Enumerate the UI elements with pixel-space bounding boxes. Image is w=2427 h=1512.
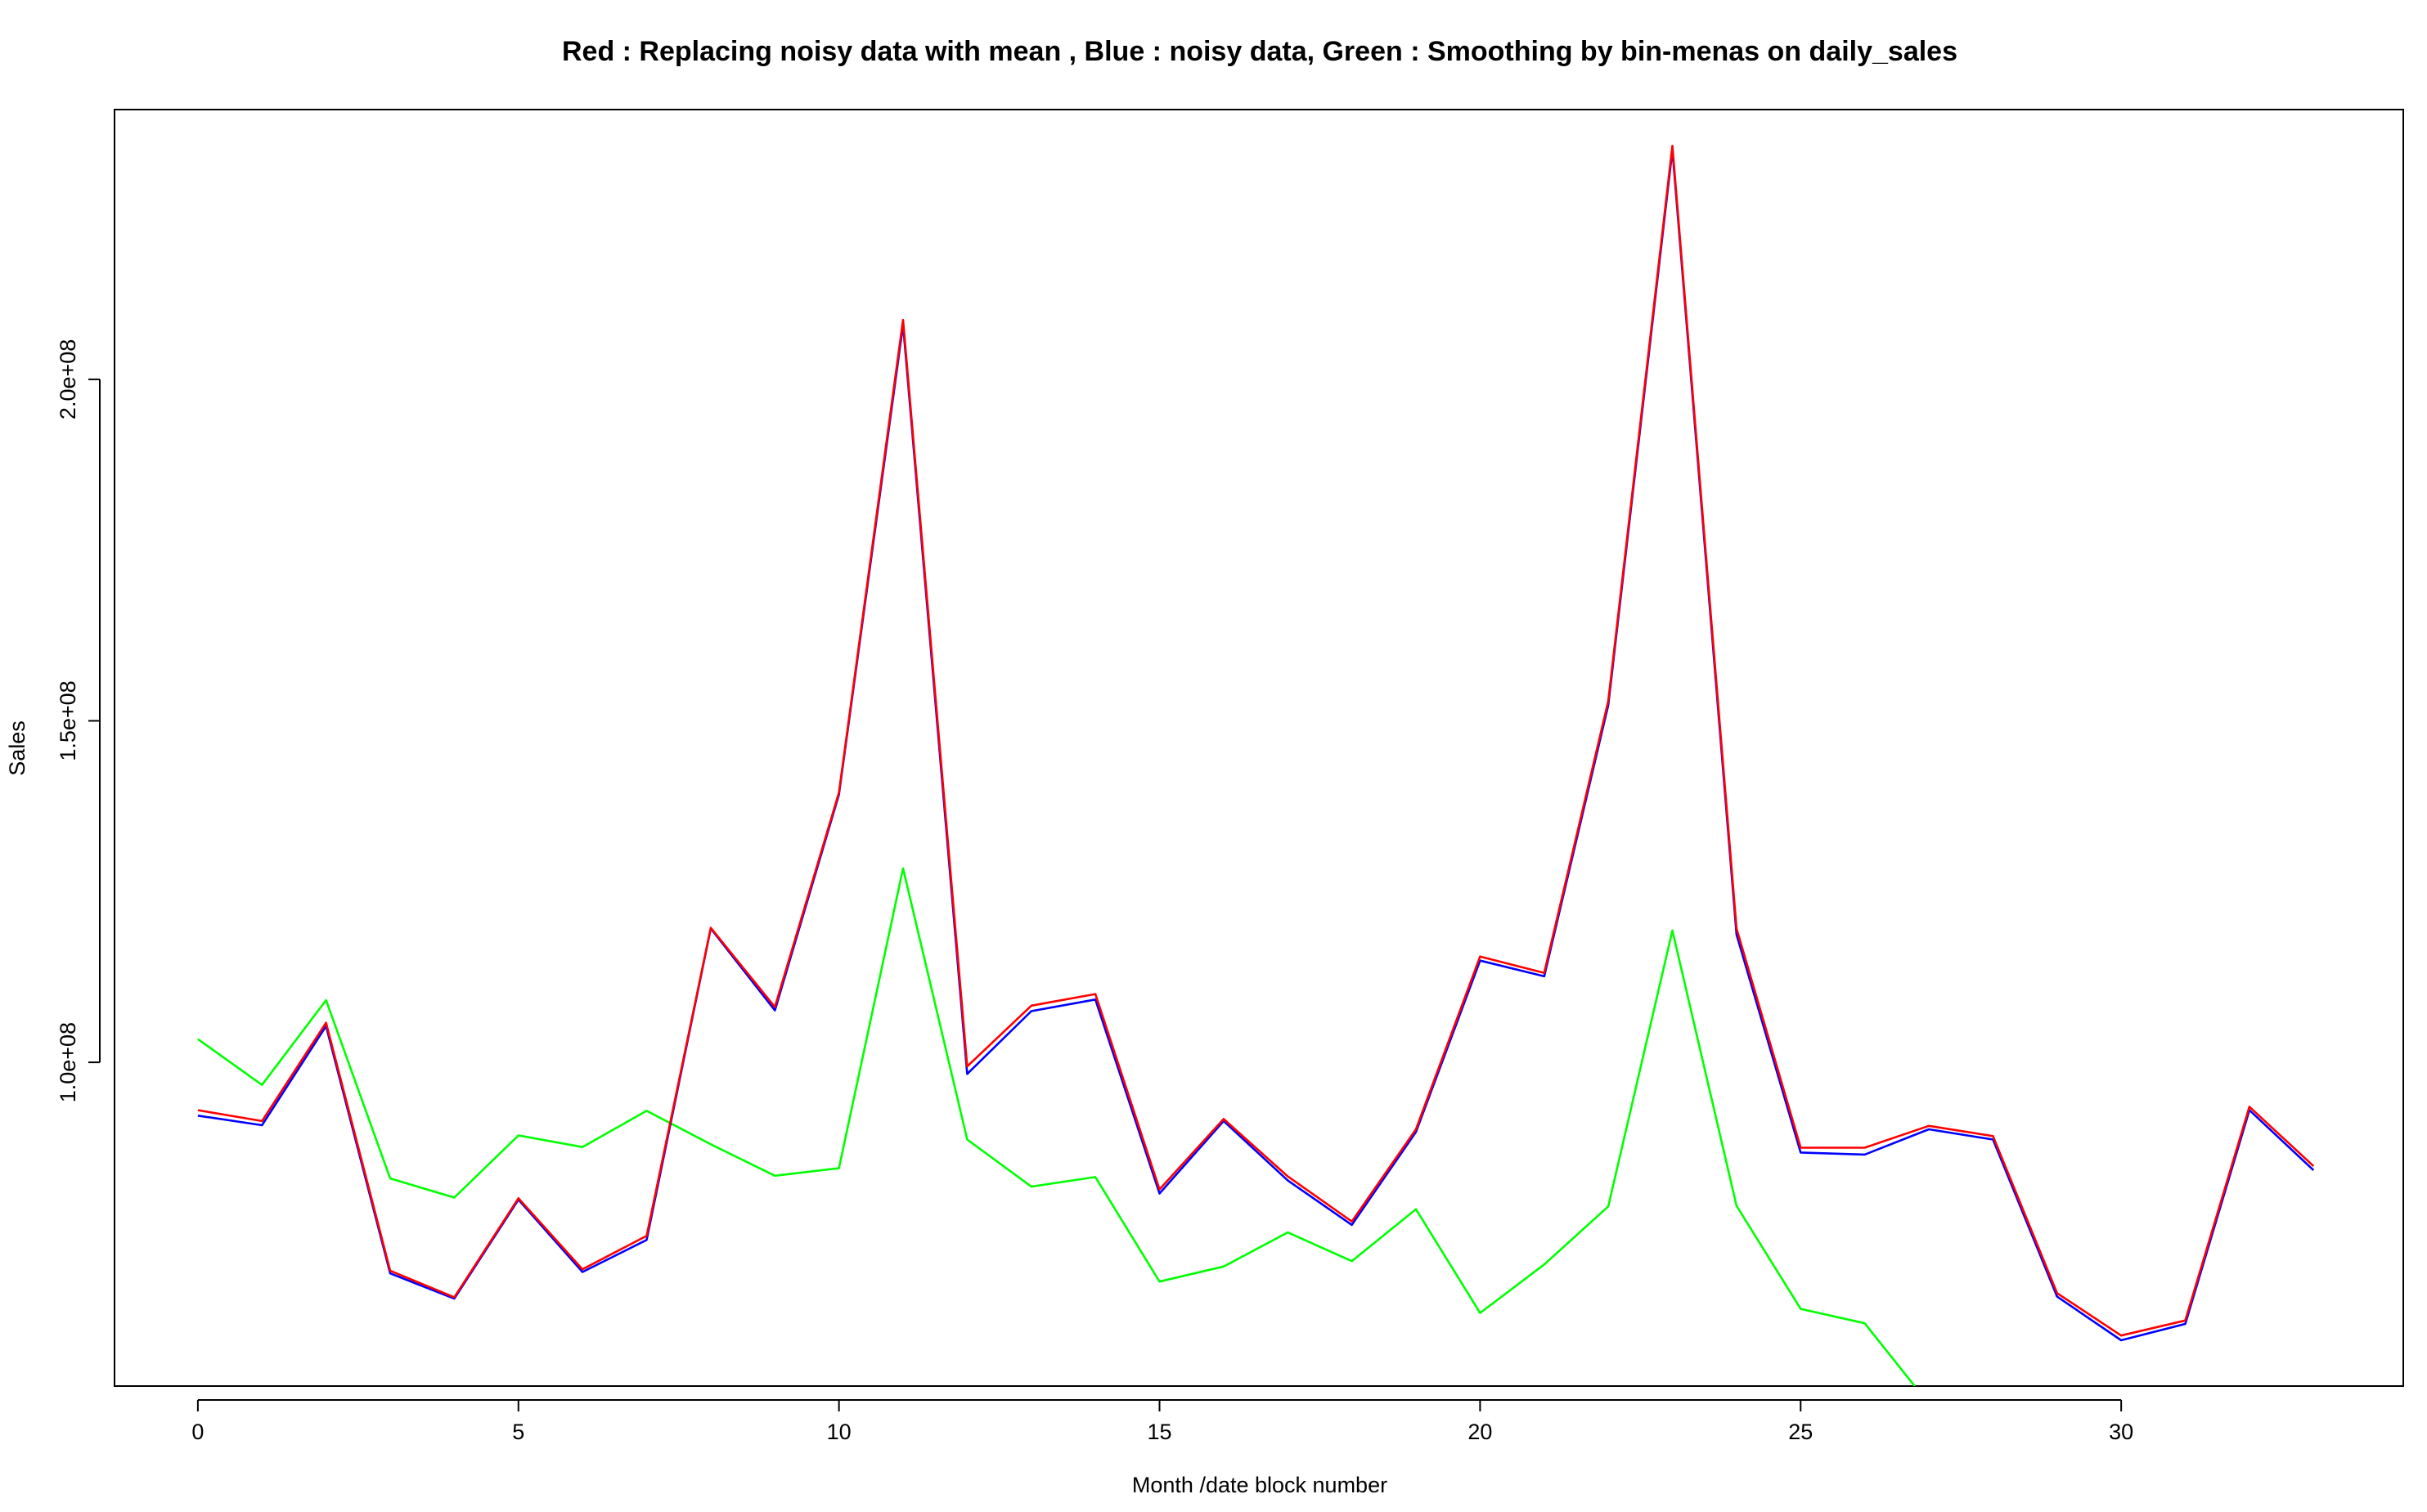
y-axis-title: Sales	[5, 720, 29, 776]
x-tick-label: 25	[1788, 1420, 1813, 1444]
x-tick-label: 5	[512, 1420, 524, 1444]
series-line-2	[197, 145, 2315, 1337]
y-axis: 1.0e+08 1.5e+08 2.0e+08	[56, 339, 101, 1102]
y-tick-label: 1.5e+08	[56, 680, 80, 760]
series-line-0	[197, 867, 1917, 1386]
plot-frame	[114, 109, 2404, 1387]
y-tick-label: 1.0e+08	[56, 1022, 80, 1102]
chart-title: Red : Replacing noisy data with mean , B…	[562, 36, 1957, 67]
y-tick-label: 2.0e+08	[56, 339, 80, 420]
x-tick-label: 20	[1467, 1420, 1492, 1444]
x-tick-label: 10	[827, 1420, 852, 1444]
series-line-1	[197, 149, 2315, 1342]
x-tick-label: 30	[2109, 1420, 2133, 1444]
series-layer	[197, 145, 2315, 1386]
x-axis: 0 5 10 15 20 25 30	[191, 1399, 2133, 1444]
x-tick-label: 15	[1147, 1420, 1171, 1444]
x-tick-label: 0	[191, 1420, 204, 1444]
x-axis-title: Month /date block number	[1132, 1473, 1387, 1497]
